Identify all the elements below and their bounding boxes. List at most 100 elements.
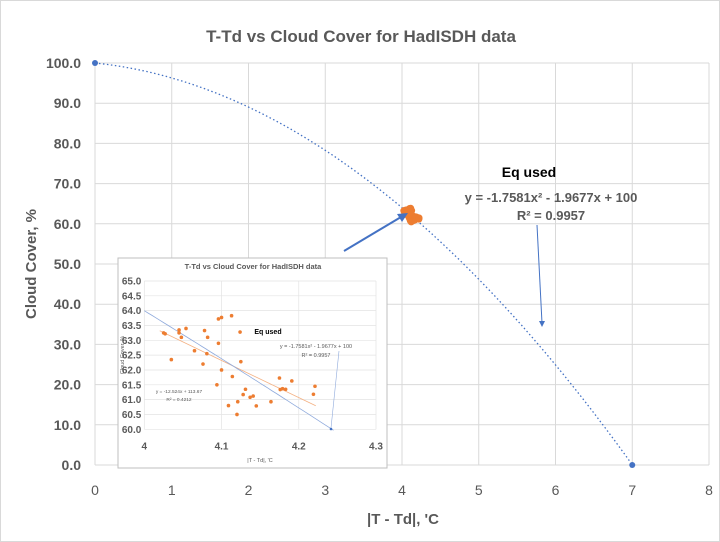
- inset-x-axis-label: |T - Td|, 'C: [247, 458, 272, 464]
- inset-x-tick-label: 4: [142, 441, 148, 452]
- main-x-tick-label: 6: [552, 482, 560, 498]
- inset-y-tick-label: 61.5: [122, 380, 142, 391]
- inset-y-tick-label: 63.0: [122, 336, 142, 347]
- inset-data-point: [192, 348, 197, 353]
- inset-data-point: [216, 341, 221, 346]
- inset-data-point: [163, 331, 167, 336]
- inset-data-point: [205, 335, 210, 340]
- inset-data-point: [248, 395, 252, 400]
- inset-title: T-Td vs Cloud Cover for HadISDH data: [185, 262, 323, 271]
- inset-y-tick-label: 65.0: [122, 277, 142, 288]
- inset-y-axis-label: Cloud Cover, %: [120, 336, 126, 374]
- main-y-tick-label: 20.0: [54, 377, 81, 393]
- inset-data-point: [230, 374, 235, 379]
- main-anchor-point: [92, 60, 98, 66]
- inset-data-point: [229, 313, 234, 318]
- inset-y-tick-label: 60.5: [122, 410, 142, 421]
- main-y-tick-label: 100.0: [46, 55, 81, 71]
- inset-data-point: [177, 331, 181, 335]
- cluster-arrowhead: [397, 213, 408, 222]
- inset-data-point: [241, 392, 245, 397]
- inset-data-point: [283, 387, 288, 392]
- main-y-tick-label: 40.0: [54, 296, 81, 312]
- inset-data-point: [202, 328, 207, 333]
- inset-data-point: [219, 368, 224, 372]
- main-data-point: [415, 214, 423, 222]
- main-anchor-point: [629, 462, 636, 468]
- inset-poly-equation: y = -1.7581x² - 1.9677x + 100: [280, 344, 352, 350]
- main-y-tick-label: 0.0: [62, 457, 82, 473]
- main-title: T-Td vs Cloud Cover for HadISDH data: [206, 27, 516, 46]
- inset-eq-used-label: Eq used: [254, 329, 281, 336]
- inset-y-tick-label: 61.0: [122, 395, 142, 406]
- inset-tick-labels: 4 4.1 4.2 4.3 60.0 60.5 61.0 61.5 62.0 62.5 63.0 63…: [122, 277, 384, 453]
- inset-data-point: [251, 394, 255, 398]
- inset-data-point: [238, 330, 242, 334]
- inset-eq-pointer-line: [330, 350, 340, 429]
- inset-data-point: [243, 387, 248, 392]
- main-x-tick-label: 2: [245, 482, 253, 498]
- main-x-tick-label: 8: [705, 482, 713, 498]
- main-x-tick-label: 7: [628, 482, 636, 498]
- main-points: [92, 60, 636, 468]
- main-y-tick-label: 70.0: [54, 176, 81, 192]
- inset-linear-equation: y = -12.524x + 113.67: [156, 389, 203, 395]
- inset-data-point: [226, 403, 231, 408]
- main-poly-trendline: [94, 62, 633, 466]
- inset-chart-frame: [117, 257, 388, 469]
- inset-data-point: [269, 399, 273, 404]
- inset-data-point: [235, 399, 240, 404]
- inset-linear-trendline: [159, 330, 316, 407]
- inset-x-tick-label: 4.1: [215, 441, 229, 452]
- inset-end-point: [329, 427, 333, 431]
- main-y-tick-label: 50.0: [54, 256, 81, 272]
- inset-data-point: [219, 315, 224, 320]
- main-x-tick-label: 1: [168, 482, 176, 498]
- inset-data-point: [216, 317, 221, 321]
- cluster-arrow: [343, 216, 402, 252]
- main-y-tick-label: 60.0: [54, 216, 81, 232]
- inset-data-point: [205, 351, 209, 356]
- inset-x-tick-label: 4.2: [292, 441, 306, 452]
- inset-y-tick-label: 64.5: [122, 291, 142, 302]
- main-eq-used-label: Eq used: [502, 164, 556, 180]
- eq-pointer-arrowhead: [539, 321, 545, 327]
- inset-data-point: [177, 328, 181, 332]
- inset-data-point: [215, 383, 219, 387]
- inset-data-point: [311, 392, 316, 397]
- inset-data-point: [201, 362, 205, 366]
- main-x-tick-label: 5: [475, 482, 483, 498]
- inset-data-point: [184, 326, 188, 331]
- main-tick-labels: 0 1 2 3 4 5 6 7 80.010.020.030.040.050.060.070.0…: [46, 55, 713, 498]
- inset-data-point: [280, 386, 285, 391]
- main-equation: y = -1.7581x² - 1.9677x + 100: [465, 190, 638, 205]
- inset-poly-r2: R² = 0.9957: [302, 353, 331, 359]
- eq-pointer-line: [536, 224, 543, 324]
- inset-y-tick-label: 63.5: [122, 321, 142, 332]
- main-x-tick-label: 4: [398, 482, 406, 498]
- inset-y-tick-label: 62.5: [122, 351, 142, 362]
- inset-y-tick-label: 64.0: [122, 306, 142, 317]
- main-x-axis-label: |T - Td|, 'C: [367, 511, 439, 528]
- main-y-tick-label: 10.0: [54, 417, 81, 433]
- inset-data-point: [235, 412, 239, 417]
- inset-data-point: [169, 357, 174, 362]
- inset-points: [161, 313, 317, 417]
- inset-data-point: [290, 379, 294, 383]
- inset-x-tick-label: 4.3: [369, 441, 383, 452]
- main-y-tick-label: 90.0: [54, 95, 81, 111]
- main-y-axis-label: Cloud Cover, %: [23, 209, 40, 319]
- inset-gridlines: [143, 280, 377, 430]
- main-x-tick-label: 0: [91, 482, 99, 498]
- inset-y-tick-label: 62.0: [122, 365, 142, 376]
- inset-poly-trendline: [144, 310, 334, 431]
- inset-linear-r2: R² = 0.4212: [166, 397, 192, 403]
- main-r2: R² = 0.9957: [517, 208, 585, 223]
- inset-data-point: [277, 376, 282, 380]
- inset-data-point: [239, 359, 243, 364]
- main-x-tick-label: 3: [321, 482, 329, 498]
- inset-data-point: [254, 404, 259, 408]
- main-y-tick-label: 80.0: [54, 135, 81, 151]
- inset-data-point: [313, 384, 317, 389]
